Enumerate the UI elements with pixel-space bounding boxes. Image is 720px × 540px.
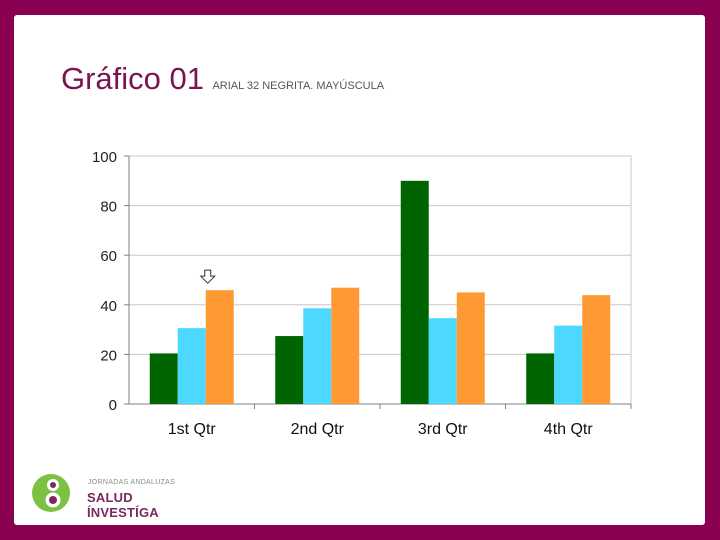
- bar-2-1: [177, 328, 206, 404]
- bar-2-4: [554, 325, 583, 404]
- logo-line1: JORNADAS ANDALUZAS: [88, 479, 176, 486]
- bar-1-4: [526, 353, 555, 404]
- bar-3-1: [205, 290, 234, 404]
- bar-1-3: [400, 180, 429, 404]
- bar-3-4: [582, 295, 611, 404]
- y-tick-label: 40: [100, 298, 117, 315]
- slide-subtitle: ARIAL 32 NEGRITA. MAYÚSCULA: [212, 80, 385, 92]
- bar-2-2: [303, 308, 332, 404]
- y-tick-label: 80: [100, 199, 117, 216]
- x-tick-label: 2nd Qtr: [291, 421, 345, 438]
- bar-chart: 0 20 40 60 80 100 1st Qtr 2nd Qtr 3rd Qtr 4th Qtr: [92, 149, 632, 438]
- x-tick-label: 4th Qtr: [544, 421, 594, 438]
- logo-mark-icon: [32, 474, 70, 512]
- bar-1-2: [275, 336, 304, 404]
- x-tick-label: 1st Qtr: [168, 421, 217, 438]
- y-tick-label: 60: [100, 248, 117, 265]
- logo-line2: SALUD ÍNVESTÍGA: [87, 490, 159, 520]
- x-tick-label: 3rd Qtr: [418, 421, 468, 438]
- logo: JORNADAS ANDALUZAS SALUD ÍNVESTÍGA: [31, 467, 201, 520]
- y-tick-label: 0: [109, 397, 117, 414]
- bar-1-1: [149, 353, 178, 404]
- slide-panel: Gráfico 01 ARIAL 32 NEGRITA. MAYÚSCULA 0…: [14, 15, 705, 525]
- title-row: Gráfico 01 ARIAL 32 NEGRITA. MAYÚSCULA: [61, 61, 384, 97]
- bar-3-2: [331, 287, 360, 404]
- bar-2-3: [428, 318, 457, 404]
- y-tick-label: 100: [92, 149, 117, 166]
- down-arrow-icon: [199, 269, 216, 284]
- slide-title: Gráfico 01: [61, 61, 205, 96]
- y-tick-label: 20: [100, 347, 117, 364]
- bar-3-3: [456, 292, 485, 404]
